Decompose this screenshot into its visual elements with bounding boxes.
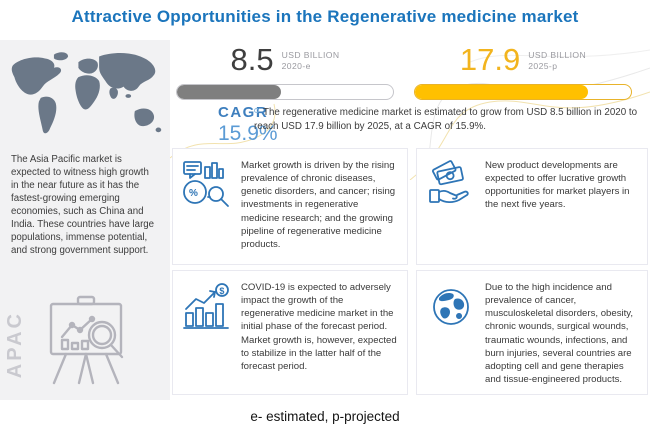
stat-2020-bar-track <box>176 83 394 100</box>
insight-new-products: New product developments are expected to… <box>416 148 648 265</box>
insight-text: Due to the high incidence and prevalence… <box>485 282 634 385</box>
apac-region-text: The Asia Pacific market is expected to w… <box>11 154 155 256</box>
page-title: Attractive Opportunities in the Regenera… <box>71 7 579 26</box>
world-map-image <box>11 52 162 134</box>
svg-text:$: $ <box>219 286 224 296</box>
cagr-description: The regenerative medicine market is esti… <box>254 107 638 132</box>
stat-2025-bar-fill <box>415 84 588 99</box>
money-hand-icon <box>426 159 476 216</box>
stat-2025: 17.9 USD BILLION 2025-p <box>414 42 632 100</box>
apac-sidebar: The Asia Pacific market is expected to w… <box>0 40 170 400</box>
apac-label: APAC <box>4 310 26 378</box>
insight-market-drivers: % Market growth is driven by the rising … <box>172 148 408 265</box>
globe-icon <box>426 281 476 338</box>
insight-text: New product developments are expected to… <box>485 160 630 211</box>
main-content: 8.5 USD BILLION 2020-e 17.9 USD BILLION … <box>170 40 650 400</box>
insight-text: Market growth is driven by the rising pr… <box>241 160 396 250</box>
stat-2020-unit: USD BILLION 2020-e <box>281 50 340 72</box>
stat-2020-bar-fill <box>177 84 281 99</box>
stat-2025-unit: USD BILLION 2025-p <box>528 50 587 72</box>
market-research-easel-icon <box>36 295 136 392</box>
footnote: e- estimated, p-projected <box>0 400 650 434</box>
stat-2025-bar-track <box>414 83 632 100</box>
stat-2025-value: 17.9 <box>459 42 521 77</box>
stat-2020-value: 8.5 <box>230 42 274 77</box>
svg-text:%: % <box>189 188 198 199</box>
bullet-icon <box>254 108 259 113</box>
stat-2020: 8.5 USD BILLION 2020-e <box>176 42 394 100</box>
growth-chart-icon: $ <box>182 281 232 338</box>
insight-adoption: Due to the high incidence and prevalence… <box>416 270 648 395</box>
insight-text: COVID-19 is expected to adversely impact… <box>241 282 397 372</box>
cagr-value: 15.9% <box>218 122 278 145</box>
market-analysis-icon: % <box>182 159 232 216</box>
insight-covid-impact: $ COVID-19 is expected to adversely impa… <box>172 270 408 395</box>
